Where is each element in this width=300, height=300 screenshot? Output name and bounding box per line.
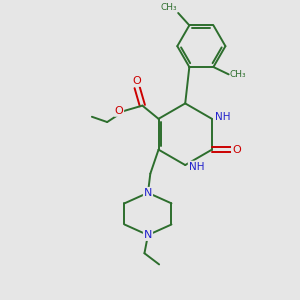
Text: NH: NH: [215, 112, 231, 122]
Text: O: O: [115, 106, 123, 116]
Text: CH₃: CH₃: [160, 3, 177, 12]
Text: O: O: [232, 145, 241, 154]
Text: CH₃: CH₃: [230, 70, 247, 79]
Text: NH: NH: [189, 161, 204, 172]
Text: N: N: [144, 230, 152, 240]
Text: O: O: [133, 76, 142, 86]
Text: N: N: [144, 188, 152, 198]
